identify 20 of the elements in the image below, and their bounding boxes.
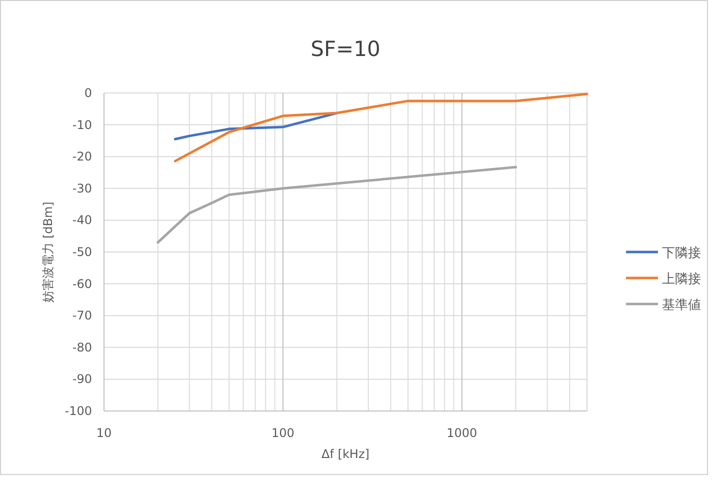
y-tick-label: -50 <box>72 245 92 259</box>
chart-title: SF=10 <box>310 37 380 61</box>
legend-label: 下隣接 <box>662 246 701 261</box>
legend-label: 上隣接 <box>662 272 701 287</box>
x-tick-label: 1000 <box>446 426 478 440</box>
x-tick-label: 10 <box>96 426 112 440</box>
y-tick-label: -60 <box>72 276 92 291</box>
y-tick-label: -40 <box>72 213 92 228</box>
y-tick-label: -90 <box>72 372 92 386</box>
y-tick-label: 0 <box>84 86 92 100</box>
x-tick-label: 100 <box>272 426 294 440</box>
y-tick-label: -80 <box>72 340 92 354</box>
y-tick-label: -70 <box>72 308 92 323</box>
y-axis-title: 妨害波電力 [dBm] <box>41 202 55 302</box>
legend-label: 基準値 <box>662 298 701 313</box>
y-tick-label: -20 <box>72 150 92 164</box>
y-tick-label: -10 <box>72 118 92 132</box>
y-tick-label: -30 <box>72 181 92 196</box>
x-axis-title: Δf [kHz] <box>322 447 370 461</box>
y-tick-label: -100 <box>64 404 92 418</box>
